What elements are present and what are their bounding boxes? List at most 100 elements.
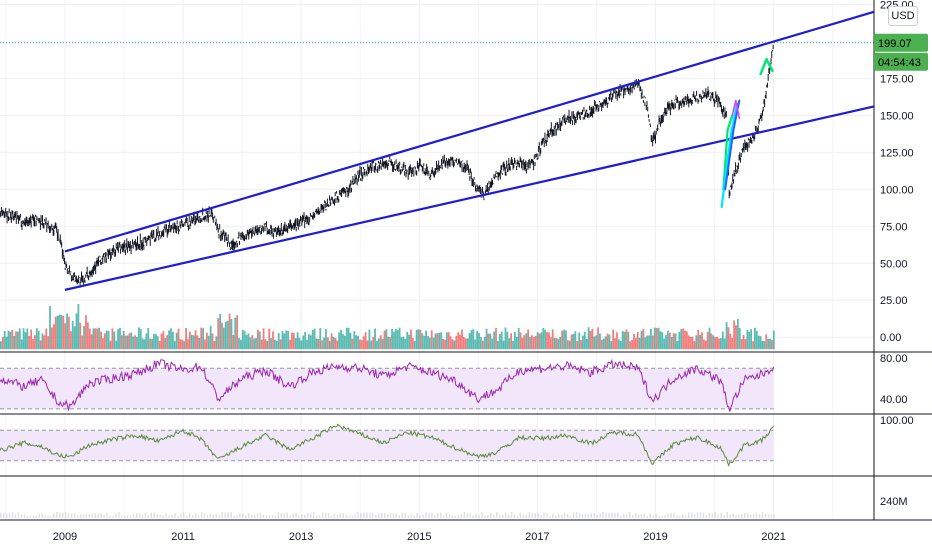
volume-bar — [744, 339, 747, 350]
volume-bar — [445, 332, 448, 350]
volume-pane-bar — [501, 515, 504, 518]
volume-bar — [275, 340, 278, 350]
volume-bar — [145, 333, 148, 350]
volume-bar — [466, 338, 469, 350]
price-tick-label: 175.00 — [880, 73, 914, 85]
volume-pane-bar — [59, 512, 61, 518]
volume-bar — [202, 328, 205, 350]
volume-bar — [583, 331, 586, 350]
volume-bar — [549, 337, 552, 350]
volume-bar — [540, 332, 543, 350]
volume-pane-bar — [578, 512, 581, 518]
volume-pane-bar — [14, 514, 17, 518]
volume-bar — [733, 320, 736, 350]
volume-pane-bar — [265, 515, 268, 518]
volume-bar — [638, 337, 641, 350]
volume-pane-bar — [747, 512, 749, 518]
volume-bar — [355, 335, 358, 350]
volume-bar — [428, 337, 431, 350]
volume-pane-bar — [304, 514, 306, 518]
volume-bar — [151, 338, 153, 350]
volume-bar — [761, 341, 764, 350]
volume-pane-bar — [333, 513, 336, 518]
volume-pane-bar — [233, 515, 235, 518]
volume-pane-bar — [20, 514, 23, 518]
volume-bar — [249, 337, 252, 350]
volume-bar — [58, 314, 61, 350]
volume-pane-bar — [425, 512, 427, 518]
volume-bar — [374, 328, 376, 350]
volume-pane-bar — [466, 513, 469, 518]
volume-bar — [243, 331, 246, 350]
volume-bar — [285, 330, 288, 350]
volume-bar — [476, 330, 479, 350]
volume-pane-bar — [658, 515, 660, 518]
volume-pane-bar — [614, 513, 616, 518]
volume-pane-bar — [696, 512, 699, 518]
volume-pane-bar — [135, 513, 138, 518]
volume-bar — [187, 339, 189, 350]
volume-bar — [735, 325, 737, 350]
volume-bar — [281, 331, 284, 350]
volume-pane-bar — [767, 514, 770, 518]
volume-bar — [559, 336, 562, 350]
price-badges: 199.07 04:54:43 — [874, 33, 928, 71]
volume-pane-bar — [144, 512, 147, 518]
volume-bar — [230, 319, 233, 350]
volume-bar — [606, 333, 609, 350]
volume-pane-bar — [434, 515, 436, 518]
volume-bar — [531, 335, 533, 350]
volume-bar — [351, 338, 354, 350]
volume-bar — [51, 327, 53, 350]
volume-bar — [219, 313, 222, 350]
currency-button[interactable]: USD — [888, 6, 918, 26]
volume-pane-bar — [336, 514, 339, 518]
trend-channel[interactable] — [64, 10, 875, 291]
volume-pane-bar — [623, 513, 625, 518]
volume-bar — [400, 337, 403, 350]
volume-pane-bar — [32, 515, 34, 518]
volume-pane-bar — [640, 513, 643, 518]
volume-pane-bar — [115, 513, 117, 518]
volume-bar — [633, 333, 635, 350]
volume-bar — [519, 332, 522, 350]
volume-bar — [107, 331, 110, 350]
drawing-annotations[interactable] — [720, 57, 774, 209]
volume-pane-bar — [741, 513, 743, 518]
volume-bar — [570, 334, 573, 350]
volume-pane-bar — [321, 512, 324, 518]
volume-pane-bar — [218, 514, 220, 518]
volume-pane-bar — [516, 515, 519, 518]
volume-bar — [478, 333, 480, 350]
volume-bar — [241, 330, 244, 350]
volume-bar — [47, 336, 50, 350]
volume-pane-bar — [168, 515, 170, 518]
volume-pane-bar — [602, 512, 604, 518]
volume-pane-bar — [67, 513, 70, 518]
volume-bar — [132, 336, 135, 350]
volume-bar — [451, 339, 454, 350]
volume-pane-bar — [702, 512, 705, 518]
volume-pane-bar — [268, 515, 271, 518]
pane-separators[interactable] — [0, 0, 932, 521]
volume-pane-bar — [407, 515, 409, 518]
volume-bar — [49, 306, 51, 350]
volume-pane-bar — [717, 514, 720, 518]
volume-bar — [502, 340, 505, 350]
volume-pane-bar — [236, 514, 238, 518]
volume-pane-bar — [348, 515, 350, 518]
volume-bar — [283, 333, 286, 350]
volume-pane-bar — [85, 513, 88, 518]
volume-bar — [64, 323, 67, 350]
volume-bar — [128, 333, 131, 350]
volume-bar — [495, 327, 497, 350]
volume-bar — [523, 335, 526, 350]
volume-pane-bar — [605, 513, 607, 518]
volume-bar — [453, 340, 456, 350]
volume-bar — [402, 336, 405, 350]
volume-pane-bar — [91, 513, 94, 518]
volume-bar — [156, 336, 159, 350]
volume-pane-bar — [286, 512, 288, 518]
